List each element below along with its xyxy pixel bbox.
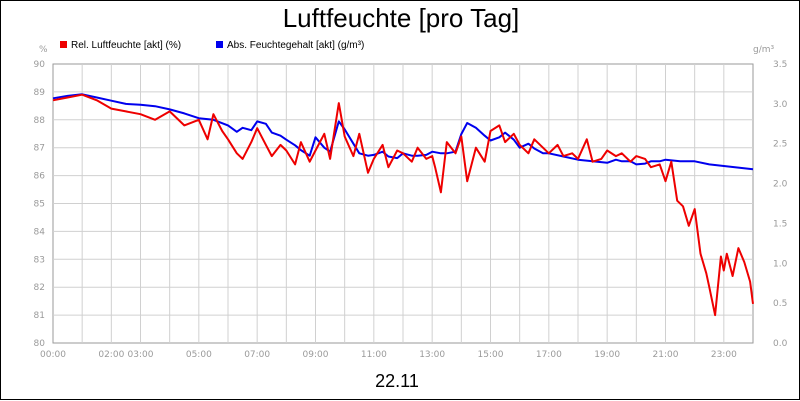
left-tick-label: 87 xyxy=(34,144,45,154)
legend-swatch-rel-humidity xyxy=(60,41,67,48)
x-tick-label: 15:00 xyxy=(478,350,504,360)
right-tick-label: 2.5 xyxy=(773,140,787,150)
series-line-abs-humidity xyxy=(52,93,754,171)
left-tick-label: 81 xyxy=(34,311,45,321)
left-tick-label: 90 xyxy=(34,60,46,70)
right-tick-label: 0.0 xyxy=(773,339,788,349)
left-axis-unit: % xyxy=(39,45,48,55)
legend-label-abs-humidity: Abs. Feuchtegehalt [akt] (g/m³) xyxy=(227,40,364,51)
left-tick-label: 83 xyxy=(34,255,45,265)
left-tick-label: 85 xyxy=(34,200,45,210)
x-tick-label: 09:00 xyxy=(303,350,329,360)
right-tick-label: 1.5 xyxy=(773,219,787,229)
series-lines xyxy=(52,93,754,317)
x-tick-label: 03:00 xyxy=(128,350,154,360)
x-tick-label: 05:00 xyxy=(186,350,212,360)
chart-title: Luftfeuchte [pro Tag] xyxy=(283,3,520,33)
legend-swatch-abs-humidity xyxy=(216,41,223,48)
legend: Rel. Luftfeuchte [akt] (%) Abs. Feuchteg… xyxy=(60,40,364,51)
left-axis-ticks: 80 81 82 83 84 85 86 87 88 89 90 xyxy=(34,60,46,349)
series-line-rel-humidity xyxy=(52,93,754,317)
x-tick-label: 07:00 xyxy=(244,350,270,360)
right-tick-label: 1.0 xyxy=(773,259,788,269)
right-tick-label: 3.0 xyxy=(773,100,788,110)
x-tick-label: 00:00 xyxy=(40,350,66,360)
legend-label-rel-humidity: Rel. Luftfeuchte [akt] (%) xyxy=(71,40,181,51)
x-tick-label: 17:00 xyxy=(536,350,562,360)
x-tick-label: 21:00 xyxy=(653,350,679,360)
date-label: 22.11 xyxy=(375,371,419,391)
right-axis-ticks: 0.0 0.5 1.0 1.5 2.0 2.5 3.0 3.5 xyxy=(773,60,788,349)
right-tick-label: 2.0 xyxy=(773,180,788,190)
x-tick-label: 13:00 xyxy=(419,350,445,360)
left-tick-label: 88 xyxy=(34,116,46,126)
left-tick-label: 80 xyxy=(34,339,46,349)
x-tick-label: 11:00 xyxy=(361,350,387,360)
right-axis-unit: g/m³ xyxy=(753,45,775,55)
left-tick-label: 86 xyxy=(34,172,46,182)
right-tick-label: 0.5 xyxy=(773,299,787,309)
x-tick-label: 23:00 xyxy=(711,350,737,360)
x-axis-ticks: 00:00 02:00 03:00 05:00 07:00 09:00 11:00 13:00… xyxy=(40,350,737,360)
left-tick-label: 89 xyxy=(34,88,46,98)
right-tick-label: 3.5 xyxy=(773,60,787,70)
left-tick-label: 84 xyxy=(34,227,46,237)
x-tick-label: 19:00 xyxy=(594,350,620,360)
left-tick-label: 82 xyxy=(34,283,45,293)
x-tick-label: 02:00 xyxy=(98,350,124,360)
grid xyxy=(53,64,753,343)
